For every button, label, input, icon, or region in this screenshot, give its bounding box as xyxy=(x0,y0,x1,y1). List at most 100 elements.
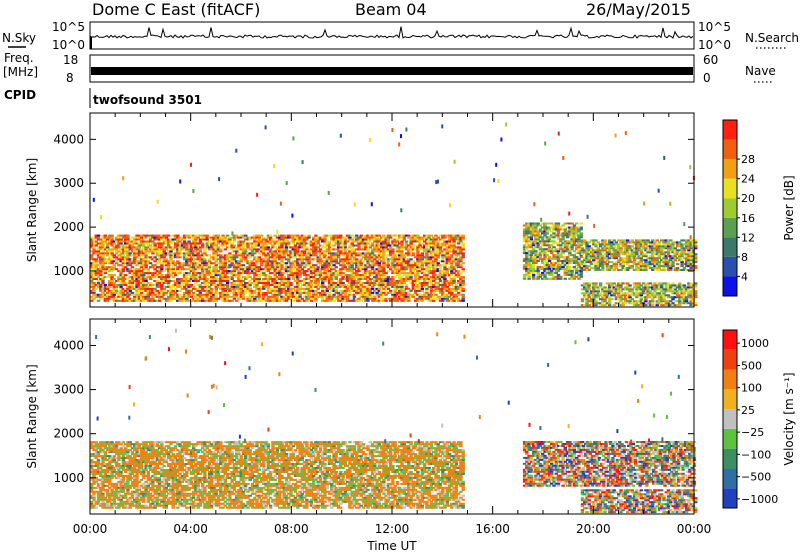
power-cell xyxy=(373,295,377,298)
power-cell xyxy=(441,276,445,279)
power-cell xyxy=(291,291,295,294)
power-cell xyxy=(307,256,311,259)
power-cell xyxy=(368,280,372,282)
power-cell xyxy=(332,289,336,292)
power-cell xyxy=(259,240,264,243)
power-cell xyxy=(398,258,402,261)
power-cell xyxy=(139,285,144,288)
power-cell xyxy=(341,268,345,271)
power-cell xyxy=(178,240,182,243)
power-cell xyxy=(570,258,574,261)
power-cell xyxy=(438,234,443,237)
power-cell xyxy=(205,266,209,269)
power-cell xyxy=(404,234,409,237)
power-cell xyxy=(212,262,216,265)
power-cell xyxy=(169,299,173,302)
power-cell xyxy=(552,275,556,278)
power-cell xyxy=(370,248,375,251)
power-cell xyxy=(538,246,543,249)
power-cell xyxy=(302,264,307,267)
power-cell xyxy=(237,291,241,294)
power-cell xyxy=(529,254,534,257)
power-cell xyxy=(413,287,418,290)
power-cell xyxy=(592,255,596,258)
power-cell xyxy=(416,287,420,290)
power-cell xyxy=(198,278,203,280)
power-cell xyxy=(246,238,250,241)
power-cell xyxy=(568,277,572,280)
power-cell xyxy=(614,251,619,254)
power-cell xyxy=(345,274,350,277)
power-cell xyxy=(400,268,404,271)
power-cell xyxy=(443,297,447,300)
power-cell xyxy=(395,260,400,263)
power-cell xyxy=(169,256,173,259)
power-cell xyxy=(596,253,600,256)
power-cell xyxy=(212,291,216,294)
power-cell xyxy=(418,258,422,261)
power-cell xyxy=(554,275,558,278)
power-cell xyxy=(436,254,440,257)
power-cell xyxy=(541,222,545,225)
power-cell xyxy=(167,276,171,279)
power-cell xyxy=(119,240,123,243)
power-cell xyxy=(545,264,549,266)
power-cell xyxy=(391,258,395,261)
power-cell xyxy=(350,293,354,296)
power-cell xyxy=(130,258,135,261)
power-cell xyxy=(377,256,382,259)
power-cell xyxy=(253,244,257,247)
power-cell xyxy=(144,236,148,239)
power-cell xyxy=(284,248,289,251)
power-cell xyxy=(284,268,289,271)
power-cell xyxy=(400,260,404,263)
power-cell xyxy=(167,280,171,282)
power-cell xyxy=(178,272,182,275)
power-cell xyxy=(538,236,543,239)
power-cell xyxy=(205,270,209,273)
power-cell xyxy=(434,238,438,241)
power-cell xyxy=(373,240,377,243)
power-cell xyxy=(182,295,187,298)
power-cell xyxy=(298,264,302,267)
power-cell xyxy=(232,260,237,263)
power-cell xyxy=(164,240,169,243)
power-cell xyxy=(309,295,314,298)
power-cell xyxy=(547,250,552,253)
power-cell xyxy=(598,251,603,254)
power-cell xyxy=(420,258,425,261)
power-cell xyxy=(336,236,341,239)
power-cell xyxy=(157,254,162,257)
power-cell xyxy=(257,240,261,243)
power-cell xyxy=(445,295,449,298)
power-cell xyxy=(561,236,565,239)
power-cell xyxy=(441,264,445,267)
power-cell xyxy=(427,272,431,275)
power-cell xyxy=(384,244,388,247)
power-cell xyxy=(291,256,295,259)
power-cell xyxy=(180,262,184,265)
power-cell xyxy=(253,268,257,271)
power-cell xyxy=(323,256,327,259)
power-cell xyxy=(99,264,103,267)
power-cell xyxy=(432,252,436,255)
power-cell xyxy=(355,299,359,302)
power-cell xyxy=(124,284,128,286)
power-cell xyxy=(345,299,350,302)
power-cell xyxy=(429,297,434,300)
power-cell xyxy=(379,297,384,300)
power-cell xyxy=(146,285,150,288)
power-cell xyxy=(334,262,338,265)
power-cell xyxy=(445,242,449,245)
power-cell xyxy=(336,285,341,288)
power-cell xyxy=(191,244,196,247)
power-cell xyxy=(559,260,563,262)
power-cell xyxy=(382,264,386,267)
power-cell xyxy=(137,270,141,273)
power-cell xyxy=(352,299,357,302)
power-cell xyxy=(187,289,191,292)
power-cell xyxy=(427,293,431,296)
power-cell xyxy=(119,282,123,284)
power-cell xyxy=(128,276,132,279)
power-cell xyxy=(543,232,547,235)
